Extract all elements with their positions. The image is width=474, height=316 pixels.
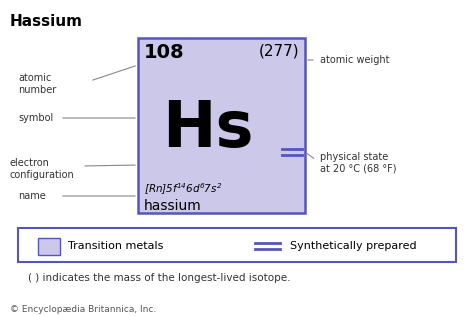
Text: atomic
number: atomic number [18,73,56,94]
Text: physical state
at 20 °C (68 °F): physical state at 20 °C (68 °F) [320,152,396,173]
Text: Hassium: Hassium [10,14,83,29]
Text: electron
configuration: electron configuration [10,158,75,179]
Text: ( ) indicates the mass of the longest-lived isotope.: ( ) indicates the mass of the longest-li… [28,273,291,283]
Text: $\mathregular{[Rn]5f^{14}6d^{6}7s^{2}}$: $\mathregular{[Rn]5f^{14}6d^{6}7s^{2}}$ [144,181,222,197]
Text: 108: 108 [144,43,185,62]
Text: name: name [18,191,46,201]
Text: © Encyclopædia Britannica, Inc.: © Encyclopædia Britannica, Inc. [10,305,156,314]
FancyBboxPatch shape [18,228,456,262]
Text: Hs: Hs [163,98,254,160]
Text: hassium: hassium [144,199,202,213]
FancyBboxPatch shape [38,238,60,255]
Text: atomic weight: atomic weight [320,55,390,65]
Text: (277): (277) [258,43,299,58]
Text: Transition metals: Transition metals [68,241,164,251]
FancyBboxPatch shape [138,38,305,213]
Text: symbol: symbol [18,113,53,123]
Text: Synthetically prepared: Synthetically prepared [290,241,417,251]
